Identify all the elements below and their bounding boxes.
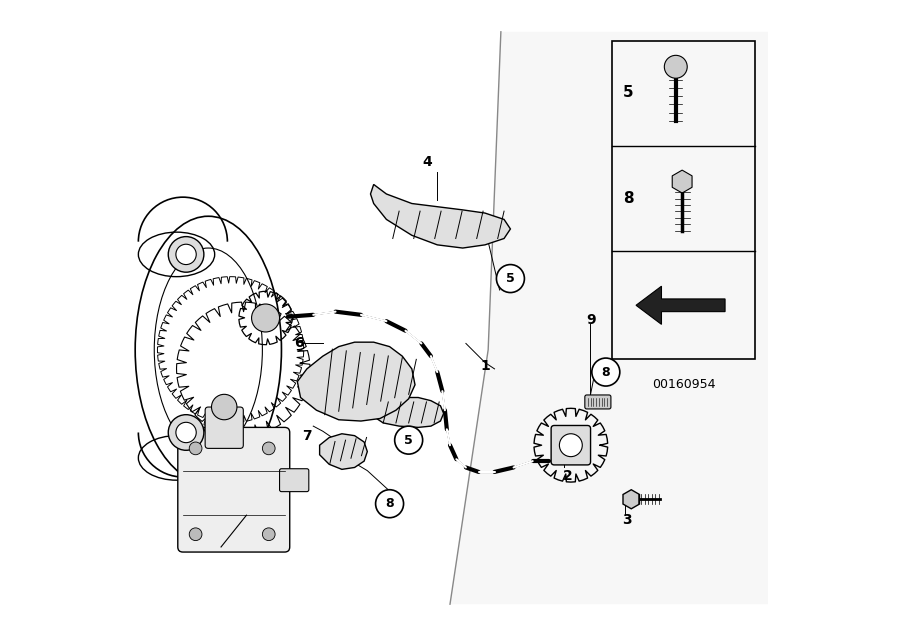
Text: 1: 1 <box>480 359 490 373</box>
Polygon shape <box>672 170 692 193</box>
Circle shape <box>395 426 423 454</box>
Text: 8: 8 <box>601 366 610 378</box>
Bar <box>612 41 755 359</box>
FancyBboxPatch shape <box>280 469 309 492</box>
Polygon shape <box>636 286 725 324</box>
Circle shape <box>189 442 202 455</box>
Text: 4: 4 <box>423 155 433 169</box>
FancyBboxPatch shape <box>551 425 590 465</box>
Text: 5: 5 <box>404 434 413 446</box>
Text: 5: 5 <box>623 85 634 100</box>
Text: 3: 3 <box>622 513 632 527</box>
Polygon shape <box>450 32 768 604</box>
Circle shape <box>176 422 196 443</box>
FancyBboxPatch shape <box>585 395 611 409</box>
Circle shape <box>168 237 204 272</box>
Circle shape <box>664 55 688 78</box>
Polygon shape <box>623 490 640 509</box>
Text: 6: 6 <box>294 336 304 350</box>
Circle shape <box>212 394 237 420</box>
Text: 9: 9 <box>587 313 596 327</box>
Circle shape <box>560 434 582 457</box>
Text: 7: 7 <box>302 429 311 443</box>
Circle shape <box>176 244 196 265</box>
Circle shape <box>263 442 275 455</box>
Circle shape <box>263 528 275 541</box>
Text: 8: 8 <box>385 497 394 510</box>
Polygon shape <box>320 434 367 469</box>
Circle shape <box>592 358 620 386</box>
Circle shape <box>189 528 202 541</box>
Circle shape <box>252 304 280 332</box>
Text: 8: 8 <box>623 191 634 206</box>
Circle shape <box>375 490 403 518</box>
Polygon shape <box>371 184 510 248</box>
Polygon shape <box>297 342 415 421</box>
Text: 2: 2 <box>562 469 572 483</box>
Circle shape <box>497 265 525 293</box>
Text: 5: 5 <box>506 272 515 285</box>
Polygon shape <box>371 398 444 427</box>
Text: 00160954: 00160954 <box>652 378 716 391</box>
FancyBboxPatch shape <box>205 407 243 448</box>
FancyBboxPatch shape <box>178 427 290 552</box>
Circle shape <box>168 415 204 450</box>
